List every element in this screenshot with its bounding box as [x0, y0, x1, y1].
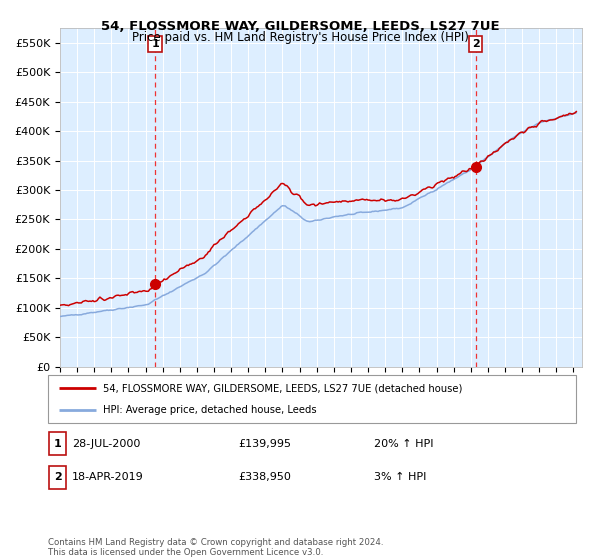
FancyBboxPatch shape [48, 375, 576, 423]
Text: £338,950: £338,950 [238, 473, 291, 482]
Text: 28-JUL-2000: 28-JUL-2000 [72, 439, 140, 449]
Text: 3% ↑ HPI: 3% ↑ HPI [374, 473, 427, 482]
Text: 1: 1 [54, 439, 61, 449]
FancyBboxPatch shape [49, 466, 66, 489]
Text: HPI: Average price, detached house, Leeds: HPI: Average price, detached house, Leed… [103, 405, 317, 415]
Text: 20% ↑ HPI: 20% ↑ HPI [374, 439, 434, 449]
Text: 2: 2 [54, 473, 61, 482]
Text: £139,995: £139,995 [238, 439, 292, 449]
FancyBboxPatch shape [49, 432, 66, 455]
Text: 18-APR-2019: 18-APR-2019 [72, 473, 144, 482]
Text: Price paid vs. HM Land Registry's House Price Index (HPI): Price paid vs. HM Land Registry's House … [131, 31, 469, 44]
Text: 54, FLOSSMORE WAY, GILDERSOME, LEEDS, LS27 7UE: 54, FLOSSMORE WAY, GILDERSOME, LEEDS, LS… [101, 20, 499, 32]
Text: 2: 2 [472, 39, 479, 49]
Text: 1: 1 [151, 39, 159, 49]
Text: Contains HM Land Registry data © Crown copyright and database right 2024.
This d: Contains HM Land Registry data © Crown c… [48, 538, 383, 557]
Text: 54, FLOSSMORE WAY, GILDERSOME, LEEDS, LS27 7UE (detached house): 54, FLOSSMORE WAY, GILDERSOME, LEEDS, LS… [103, 383, 463, 393]
